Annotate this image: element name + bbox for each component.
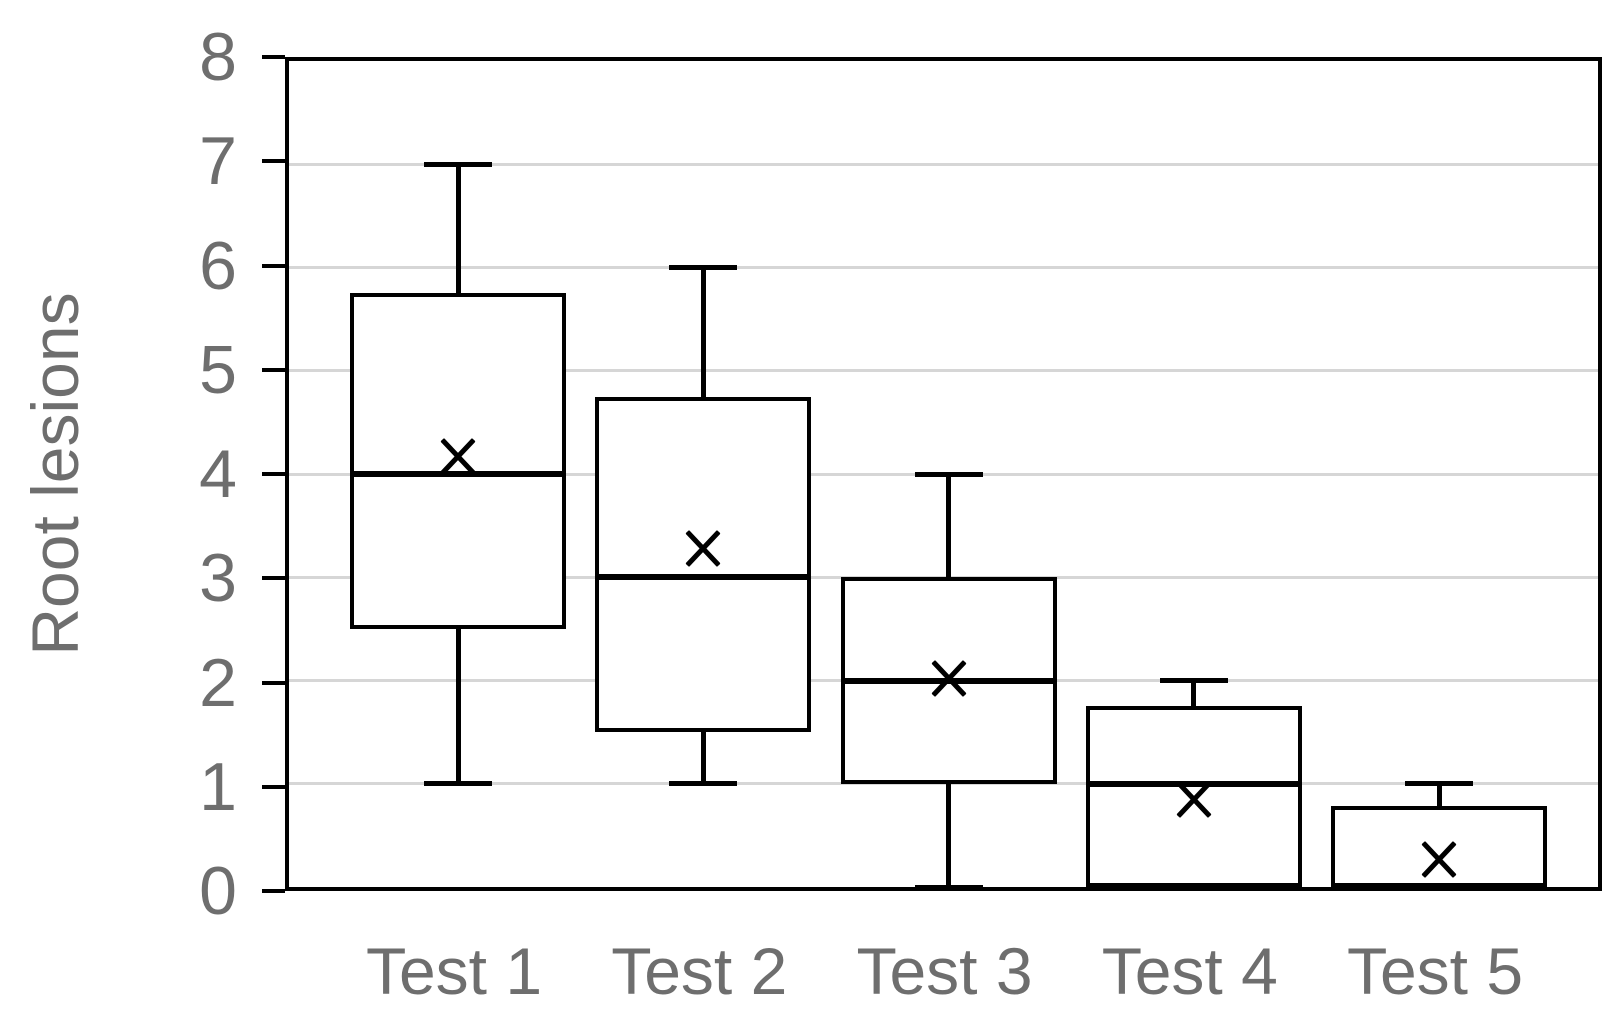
mean-x-marker-test-4 — [1178, 782, 1210, 816]
upper-whisker-test-1 — [455, 164, 461, 294]
upper-whisker-cap-test-5 — [1405, 781, 1473, 787]
y-tick — [262, 576, 285, 581]
gridline — [289, 266, 1598, 269]
gridline — [289, 162, 1598, 166]
x-category-label: Test 4 — [1101, 934, 1278, 1008]
plot-area — [285, 57, 1602, 891]
median-test-2 — [595, 574, 812, 581]
upper-whisker-test-2 — [700, 267, 706, 397]
y-tick-label: 7 — [199, 123, 237, 200]
lower-whisker-cap-test-2 — [669, 781, 738, 787]
x-category-label: Test 5 — [1346, 934, 1524, 1008]
upper-whisker-cap-test-1 — [424, 161, 492, 167]
mean-x-marker-test-1 — [442, 439, 474, 473]
mean-x-marker-test-3 — [933, 661, 965, 695]
y-tick-label: 1 — [199, 748, 237, 825]
mean-x-marker-test-2 — [687, 531, 719, 565]
gridline — [289, 369, 1598, 373]
median-test-1 — [350, 471, 566, 477]
y-tick — [262, 367, 285, 372]
lower-whisker-test-1 — [455, 628, 461, 784]
y-tick — [262, 680, 285, 685]
upper-whisker-cap-test-2 — [669, 265, 738, 270]
x-category-label: Test 3 — [856, 934, 1033, 1008]
y-tick-label: 5 — [199, 331, 237, 408]
x-category-label: Test 1 — [365, 934, 543, 1008]
y-tick — [262, 889, 285, 893]
y-axis-title: Root lesions — [18, 292, 92, 656]
median-test-5 — [1331, 884, 1547, 890]
y-tick — [262, 263, 285, 268]
y-tick-label: 8 — [199, 19, 237, 95]
y-tick — [262, 472, 285, 476]
y-tick-label: 0 — [199, 853, 237, 929]
y-tick — [262, 159, 285, 164]
upper-whisker-test-3 — [946, 474, 951, 578]
upper-whisker-cap-test-3 — [914, 471, 983, 477]
y-tick-label: 2 — [199, 644, 237, 721]
y-tick-label: 3 — [199, 540, 237, 617]
lower-whisker-test-3 — [946, 783, 951, 887]
x-category-label: Test 2 — [611, 934, 788, 1008]
upper-whisker-cap-test-4 — [1159, 678, 1228, 683]
y-tick — [262, 784, 285, 789]
lower-whisker-cap-test-3 — [914, 884, 983, 890]
upper-whisker-test-5 — [1436, 783, 1442, 807]
gridline — [289, 782, 1598, 786]
lower-whisker-cap-test-1 — [424, 781, 492, 787]
y-tick — [262, 55, 285, 59]
upper-whisker-test-4 — [1191, 680, 1197, 707]
lower-whisker-test-2 — [700, 732, 706, 784]
y-tick-label: 6 — [199, 227, 237, 304]
y-tick-label: 4 — [199, 436, 237, 512]
mean-x-marker-test-5 — [1423, 842, 1455, 876]
